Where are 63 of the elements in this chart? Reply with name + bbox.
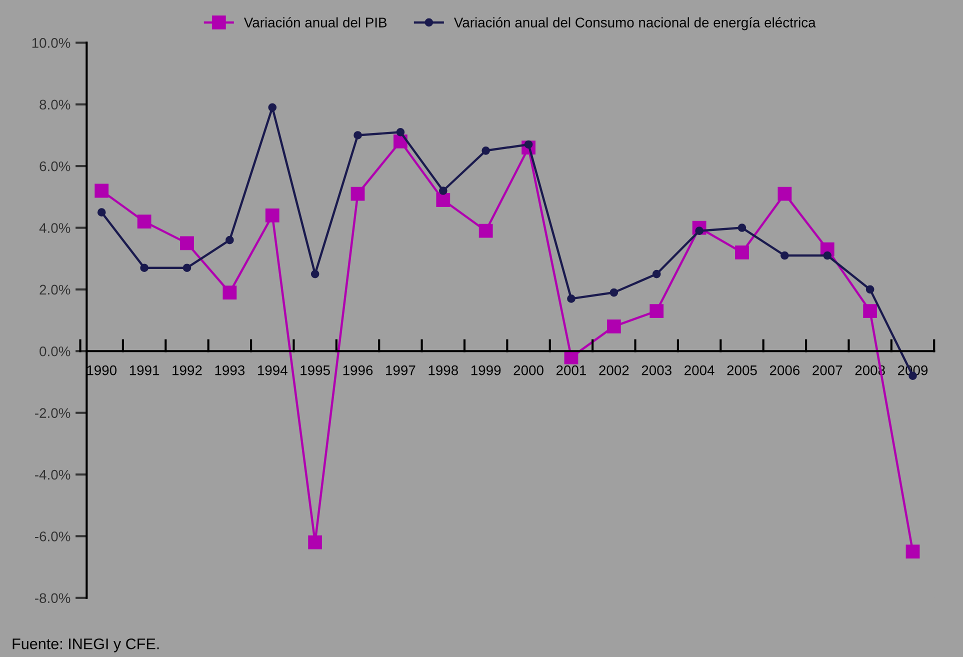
point	[354, 131, 362, 140]
point	[606, 320, 621, 334]
point	[735, 245, 749, 260]
point	[97, 208, 106, 217]
y-tick-label: -8.0%	[35, 593, 70, 604]
x-tick-label: 2007	[812, 365, 842, 376]
point	[823, 251, 832, 260]
y-tick-label: 6.0%	[40, 161, 70, 172]
y-tick-label: -4.0%	[35, 470, 70, 480]
x-tick-label: 2000	[514, 365, 544, 376]
point	[866, 285, 874, 294]
point	[182, 264, 192, 272]
point	[738, 224, 746, 232]
point	[650, 304, 664, 318]
point	[268, 103, 277, 112]
point	[567, 294, 576, 303]
point	[780, 251, 789, 260]
y-tick-label: 10.0%	[32, 38, 70, 48]
point	[222, 286, 237, 300]
x-tick-label: 1994	[258, 365, 288, 376]
point	[396, 128, 405, 136]
point	[140, 264, 148, 272]
source-note: Fuente: INEGI y CFE.	[12, 638, 159, 652]
x-tick-label: 1993	[215, 365, 245, 376]
x-tick-label: 1991	[130, 365, 160, 376]
point	[308, 535, 322, 550]
legend-label: Variación anual del Consumo nacional de energía eléctrica	[454, 17, 816, 30]
x-tick-label: 1998	[428, 365, 458, 376]
y-tick-label: 8.0%	[40, 100, 70, 110]
point	[180, 236, 194, 250]
point	[137, 214, 152, 229]
y-tick-label: 0.0%	[40, 346, 70, 356]
point	[478, 224, 493, 238]
x-tick-label: 1997	[386, 365, 416, 376]
y-tick-label: 4.0%	[39, 223, 70, 233]
point	[482, 146, 490, 155]
point	[265, 208, 280, 222]
x-tick-label: 2001	[556, 365, 586, 376]
x-tick-label: 2004	[684, 365, 714, 376]
point	[778, 186, 792, 201]
point	[906, 544, 920, 559]
point	[436, 193, 450, 207]
point	[350, 186, 365, 201]
x-tick-label: 1999	[471, 365, 501, 376]
x-tick-label: 1996	[343, 365, 373, 376]
y-tick-label: -6.0%	[35, 532, 70, 542]
y-tick-label: 2.0%	[40, 284, 70, 295]
y-tick-label: -2.0%	[35, 408, 70, 418]
legend-label: Variación anual del PIB	[244, 17, 387, 28]
x-tick-label: 1995	[300, 365, 330, 376]
x-tick-label: 2002	[599, 365, 629, 376]
point	[310, 270, 320, 278]
x-tick-label: 1990	[87, 365, 117, 376]
point	[438, 186, 448, 195]
x-tick-label: 2003	[642, 365, 672, 376]
x-tick-label: 2005	[727, 365, 757, 376]
point	[863, 304, 878, 318]
point	[610, 288, 618, 297]
x-tick-label: 1992	[172, 365, 202, 376]
x-tick-label: 2006	[770, 365, 800, 376]
point	[226, 236, 234, 244]
point	[652, 270, 661, 278]
point	[94, 184, 109, 198]
